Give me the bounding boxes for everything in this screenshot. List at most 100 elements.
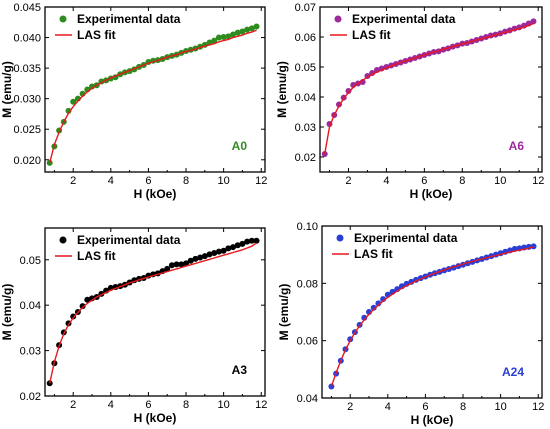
x-tick-label: 2 xyxy=(345,175,351,187)
x-tick-label: 4 xyxy=(108,175,114,187)
y-tick-label: 0.025 xyxy=(13,124,41,136)
data-point xyxy=(244,238,251,245)
sample-label: A0 xyxy=(232,139,248,153)
data-point xyxy=(239,28,246,35)
data-point xyxy=(164,265,171,272)
x-tick-label: 2 xyxy=(347,401,353,413)
data-point xyxy=(183,260,190,267)
y-axis-label: M (emu/g) xyxy=(0,284,14,341)
fit-line xyxy=(324,22,534,155)
plot-frame xyxy=(319,6,543,173)
data-point xyxy=(225,33,232,40)
y-tick-label: 0.07 xyxy=(295,2,316,14)
x-tick-label: 8 xyxy=(183,175,189,187)
data-point xyxy=(361,314,368,321)
legend-marker-experimental xyxy=(334,15,342,23)
fit-line xyxy=(330,246,534,387)
y-tick-label: 0.06 xyxy=(295,32,316,44)
x-tick-label: 8 xyxy=(183,399,189,411)
data-point xyxy=(84,296,91,303)
y-tick-label: 0.040 xyxy=(13,33,41,45)
chart-panel-a24: 2 4 6 8 10 12 0.04 0.06 0.08 0.10 H (kOe) M (emu/g)… xyxy=(277,221,544,427)
data-point xyxy=(234,29,241,36)
legend-label-fit: LAS fit xyxy=(77,28,116,42)
y-tick-label: 0.04 xyxy=(20,300,41,312)
legend-label-experimental: Experimental data xyxy=(354,231,458,245)
sample-label: A6 xyxy=(509,139,525,153)
x-tick-label: 10 xyxy=(218,175,230,187)
plot-frame xyxy=(44,6,266,173)
y-tick-label: 0.06 xyxy=(297,336,318,348)
y-tick-label: 0.020 xyxy=(13,155,41,167)
data-point xyxy=(215,248,222,255)
legend-marker-experimental xyxy=(336,234,344,242)
sample-label: A3 xyxy=(232,363,248,377)
x-tick-label: 12 xyxy=(255,175,267,187)
fit-line xyxy=(49,29,257,163)
y-tick-label: 0.030 xyxy=(13,94,41,106)
data-point xyxy=(70,98,77,105)
x-tick-label: 2 xyxy=(70,175,76,187)
data-point xyxy=(230,244,237,251)
data-point xyxy=(370,304,377,311)
x-tick-label: 8 xyxy=(459,175,465,187)
data-point xyxy=(65,107,72,114)
data-point xyxy=(253,23,260,30)
y-axis-label: M (emu/g) xyxy=(0,61,14,118)
x-tick-label: 10 xyxy=(495,401,507,413)
data-point xyxy=(79,303,86,310)
x-tick-label: 10 xyxy=(218,399,230,411)
data-point xyxy=(375,300,382,307)
data-point xyxy=(206,251,213,258)
chart-panel-a3: 2 4 6 8 10 12 0.02 0.03 0.04 0.05 H (kOe) M (emu/g)… xyxy=(0,227,267,425)
x-tick-label: 12 xyxy=(532,401,544,413)
legend-label-fit: LAS fit xyxy=(354,247,393,261)
y-tick-label: 0.03 xyxy=(20,346,41,358)
data-point xyxy=(530,243,537,250)
data-point xyxy=(173,261,180,268)
data-point xyxy=(201,253,208,260)
y-tick-label: 0.04 xyxy=(295,92,316,104)
data-point xyxy=(197,254,204,261)
x-axis-label: H (kOe) xyxy=(134,411,177,425)
x-axis-label: H (kOe) xyxy=(134,187,177,201)
data-point xyxy=(253,237,260,244)
y-tick-label: 0.02 xyxy=(295,152,316,164)
legend-label-experimental: Experimental data xyxy=(77,12,181,26)
x-axis-label: H (kOe) xyxy=(411,413,454,427)
data-point xyxy=(70,313,77,320)
legend-marker-experimental xyxy=(59,15,67,23)
y-tick-label: 0.05 xyxy=(20,255,41,267)
x-tick-label: 8 xyxy=(460,401,466,413)
x-tick-label: 6 xyxy=(145,399,151,411)
sample-label: A24 xyxy=(502,365,524,379)
data-point xyxy=(215,34,222,41)
x-tick-label: 12 xyxy=(255,399,267,411)
legend-label-experimental: Experimental data xyxy=(77,233,181,247)
x-tick-label: 4 xyxy=(383,175,389,187)
x-tick-label: 10 xyxy=(494,175,506,187)
y-tick-label: 0.04 xyxy=(297,393,318,405)
x-tick-label: 4 xyxy=(108,399,114,411)
data-point xyxy=(192,255,199,262)
data-point xyxy=(328,383,335,390)
data-point xyxy=(230,31,237,38)
chart-panel-a0: 2 4 6 8 10 12 0.020 0.025 0.030 0.035 0.040 0.045 H … xyxy=(0,2,267,201)
y-tick-label: 0.035 xyxy=(13,63,41,75)
y-tick-label: 0.03 xyxy=(295,122,316,134)
data-point xyxy=(248,25,255,32)
data-point xyxy=(225,245,232,252)
y-tick-label: 0.08 xyxy=(297,278,318,290)
x-axis-label: H (kOe) xyxy=(410,187,453,201)
data-point xyxy=(248,237,255,244)
data-point xyxy=(234,242,241,249)
x-tick-label: 2 xyxy=(70,399,76,411)
y-tick-label: 0.045 xyxy=(13,2,41,14)
y-tick-label: 0.05 xyxy=(295,62,316,74)
x-tick-label: 6 xyxy=(145,175,151,187)
fit-line xyxy=(49,242,257,384)
data-point xyxy=(211,37,218,44)
data-point xyxy=(168,262,175,269)
data-point xyxy=(187,257,194,264)
